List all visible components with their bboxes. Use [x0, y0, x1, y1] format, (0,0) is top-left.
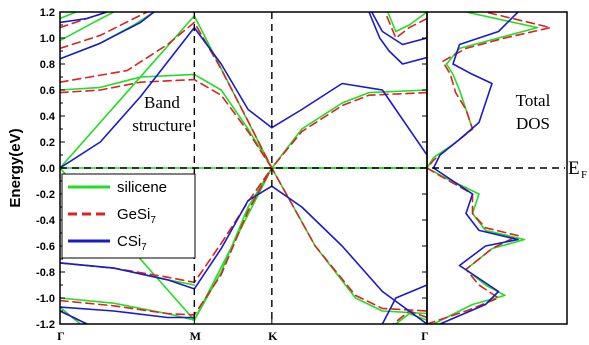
fermi-level-label-subscript: F — [581, 169, 587, 181]
band-line-silicene-11 — [395, 312, 427, 324]
dos-line-csi — [432, 12, 519, 324]
y-tick-label: 0.6 — [40, 85, 55, 97]
legend-label: silicene — [117, 179, 167, 196]
band-lines — [60, 12, 427, 324]
legend: silicene GeSi7 CSi7 — [61, 173, 196, 259]
band-line-csi-6 — [370, 12, 427, 46]
y-tick-label: 0.4 — [40, 111, 56, 123]
band-line-csi-4 — [60, 12, 155, 60]
guide-lines — [60, 12, 565, 324]
y-tick-label: 0.0 — [40, 163, 55, 175]
band-line-silicene-8 — [60, 12, 155, 60]
dos-line-gesi — [427, 12, 552, 324]
legend-label: CSi7 — [117, 233, 147, 253]
y-tick-label: 0.8 — [40, 59, 55, 71]
y-tick-label: -0.6 — [36, 241, 55, 253]
y-tick-label: -0.2 — [36, 189, 55, 201]
y-axis-label: Energy(eV) — [7, 128, 24, 207]
y-tick-label: -0.8 — [36, 267, 55, 279]
x-tick-label: M — [190, 329, 201, 343]
band-line-silicene-7 — [60, 12, 115, 42]
band-line-gesi-3 — [60, 167, 427, 316]
band-line-gesi-5 — [60, 12, 149, 50]
fermi-level-label-main: E — [568, 158, 580, 179]
y-tick-label: 0.2 — [40, 137, 55, 149]
band-line-csi-7 — [368, 12, 427, 65]
dos-annotation-line2: DOS — [516, 114, 550, 133]
band-line-csi-3 — [60, 12, 108, 24]
dos-annotation-line1: Total — [516, 91, 551, 110]
band-line-silicene-5 — [60, 167, 427, 321]
x-tick-label: Γ — [421, 329, 429, 343]
band-line-csi-8 — [381, 284, 427, 324]
y-tick-label: -1.2 — [36, 319, 55, 331]
band-line-silicene-3 — [60, 73, 427, 169]
band-line-csi-0 — [60, 26, 427, 169]
band-line-gesi-7 — [384, 12, 427, 39]
x-tick-label: K — [268, 329, 278, 343]
y-tick-label: 1.2 — [40, 7, 55, 19]
band-line-gesi-1 — [60, 21, 273, 169]
band-line-silicene-6 — [60, 12, 77, 20]
x-tick-label: Γ — [57, 329, 65, 343]
band-line-csi-5 — [60, 310, 88, 324]
band-line-gesi-0 — [60, 78, 427, 169]
band-line-csi-2 — [60, 306, 196, 319]
y-axis-ticks: 1.2 1.0 0.8 0.6 0.4 0.2 0.0 -0.2 -0.4 -0.6 -0.8 -1.… — [36, 7, 427, 331]
y-tick-label: 1.0 — [40, 33, 55, 45]
band-line-silicene-10 — [387, 12, 427, 33]
band-structure-annotation-line1: Band — [144, 93, 180, 112]
y-tick-label: -1.0 — [36, 293, 55, 305]
band-structure-annotation-line2: structure — [132, 116, 191, 135]
fermi-level-label: E F — [568, 158, 587, 181]
legend-label: GeSi7 — [117, 206, 156, 226]
y-tick-label: -0.4 — [36, 215, 56, 227]
dos-lines — [427, 12, 552, 324]
band-line-csi-1 — [60, 185, 427, 324]
